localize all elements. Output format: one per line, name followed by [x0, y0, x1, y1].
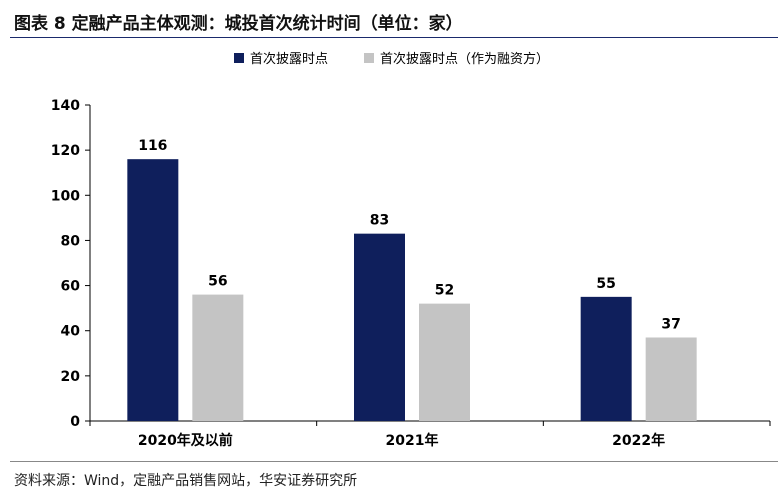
bar-chart: 首次披露时点 首次披露时点（作为融资方） 0 20 40 60 80 100 120 140 20…	[51, 51, 771, 449]
data-label: 83	[370, 213, 389, 229]
x-tick-label: 2020年及以前	[138, 432, 233, 449]
bar	[580, 296, 632, 421]
legend: 首次披露时点 首次披露时点（作为融资方）	[234, 51, 549, 67]
bar	[127, 159, 179, 421]
y-tick-label: 60	[61, 279, 81, 295]
bar	[419, 303, 470, 421]
y-tick-label: 80	[61, 233, 81, 249]
y-tick-label: 0	[70, 414, 80, 430]
figure-title: 图表 8 定融产品主体观测：城投首次统计时间（单位：家）	[14, 14, 463, 34]
data-label: 37	[661, 316, 680, 332]
data-label: 55	[596, 276, 615, 292]
legend-label: 首次披露时点（作为融资方）	[380, 51, 549, 67]
bars: 116 56 83 52 55 37	[127, 138, 697, 421]
data-label: 52	[435, 283, 454, 299]
title-rule	[10, 37, 778, 38]
y-tick-label: 40	[61, 324, 81, 340]
y-tick-label: 140	[51, 98, 80, 114]
axes: 0 20 40 60 80 100 120 140 2020年及以前 2021年 2022年	[51, 98, 771, 449]
y-tick-label: 20	[61, 369, 81, 385]
source-note: 资料来源：Wind，定融产品销售网站，华安证券研究所	[14, 473, 358, 489]
y-tick-label: 100	[51, 188, 80, 204]
legend-label: 首次披露时点	[250, 51, 328, 67]
source-rule	[10, 461, 778, 462]
data-label: 116	[138, 138, 167, 154]
y-tick-label: 120	[51, 143, 80, 159]
bar	[645, 337, 697, 421]
data-label: 56	[208, 274, 227, 290]
bar	[192, 294, 244, 421]
bar	[354, 233, 405, 421]
legend-swatch	[364, 53, 374, 63]
x-tick-label: 2022年	[612, 432, 665, 449]
legend-swatch	[234, 53, 244, 63]
x-tick-label: 2021年	[386, 432, 439, 449]
